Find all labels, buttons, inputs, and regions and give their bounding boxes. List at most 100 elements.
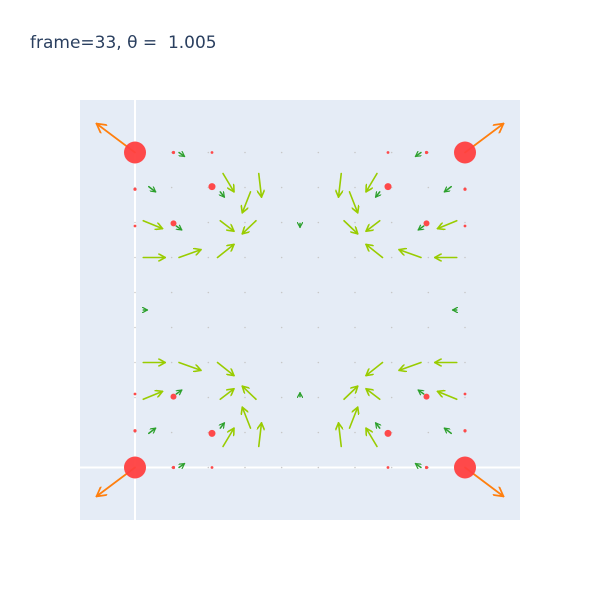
- plot-background: [80, 100, 520, 520]
- red-point: [171, 465, 176, 470]
- grid-dot: [134, 291, 136, 294]
- field-arrow: [142, 219, 162, 229]
- small-field-arrow: [220, 192, 224, 197]
- grid-dot: [244, 431, 246, 434]
- small-field-arrow: [444, 427, 452, 435]
- small-field-arrow: [416, 153, 422, 158]
- grid-dot: [317, 396, 320, 399]
- grid-dot: [170, 361, 173, 364]
- field-arrow: [216, 361, 235, 376]
- field-arrow: [222, 172, 234, 192]
- grid-dot: [244, 361, 246, 364]
- field-arrow: [216, 244, 235, 259]
- red-point: [171, 150, 176, 155]
- grid-dot: [354, 326, 356, 329]
- field-arrow: [242, 407, 252, 429]
- red-point: [454, 141, 476, 164]
- red-point: [133, 429, 137, 433]
- grid-dot: [207, 256, 210, 259]
- grid-dot: [354, 291, 356, 294]
- grid-dot: [244, 221, 246, 224]
- red-point: [463, 187, 467, 191]
- red-point: [463, 392, 467, 396]
- small-field-arrow: [418, 389, 425, 394]
- grid-dot: [244, 151, 246, 154]
- field-arrow: [222, 428, 234, 448]
- points-layer: [124, 141, 476, 479]
- grid-dot: [280, 326, 283, 329]
- grid-dot: [390, 396, 393, 399]
- grid-dot: [207, 221, 210, 224]
- grid-dot: [280, 396, 283, 399]
- small-field-arrow: [418, 226, 425, 231]
- small-field-arrow: [178, 153, 185, 158]
- grid-dot: [280, 256, 283, 259]
- field-arrow: [259, 172, 262, 198]
- field-arrow: [366, 219, 381, 232]
- red-point: [424, 150, 429, 155]
- red-point: [423, 220, 430, 227]
- red-point: [124, 141, 146, 164]
- field-arrow: [399, 361, 422, 371]
- grid-dot: [244, 326, 246, 329]
- red-point: [124, 456, 146, 479]
- field-arrow: [219, 389, 234, 401]
- grid-dot: [134, 256, 136, 259]
- field-arrow: [348, 191, 358, 213]
- grid-dot: [464, 361, 466, 364]
- grid-dot: [207, 361, 210, 364]
- red-point: [208, 429, 216, 437]
- grid-dot: [354, 466, 356, 469]
- grid-dot: [464, 256, 466, 259]
- grid-dot: [134, 221, 136, 224]
- grid-dot: [207, 151, 210, 154]
- field-arrow: [259, 423, 262, 448]
- grid-dot: [427, 431, 430, 434]
- field-arrow: [142, 391, 162, 401]
- small-field-arrow: [175, 226, 182, 231]
- arrows-layer: [97, 124, 504, 497]
- field-arrow: [242, 219, 257, 234]
- field-arrow: [178, 361, 201, 371]
- field-arrow: [438, 391, 458, 401]
- grid-dot: [170, 291, 173, 294]
- zero-lines: [80, 100, 520, 520]
- field-arrow: [366, 428, 378, 448]
- grid-dot: [317, 361, 320, 364]
- grid-dot: [464, 326, 466, 329]
- grid-dot: [464, 221, 466, 224]
- grid-dot: [244, 291, 246, 294]
- grid-dot: [354, 221, 356, 224]
- grid-dot: [354, 186, 356, 189]
- grid-dot: [427, 361, 430, 364]
- field-arrow: [366, 172, 378, 192]
- red-point: [463, 224, 467, 228]
- small-field-arrow: [416, 462, 422, 468]
- grid-dot: [317, 151, 320, 154]
- small-field-arrow: [148, 185, 156, 193]
- red-point: [133, 224, 137, 228]
- red-point: [210, 466, 214, 469]
- small-field-arrow: [220, 423, 224, 428]
- grid-dot: [280, 466, 283, 469]
- grid-dot: [317, 326, 320, 329]
- field-arrow: [399, 250, 422, 259]
- grid-dot: [464, 291, 466, 294]
- grid-dot: [207, 291, 210, 294]
- grid-dot: [280, 291, 283, 294]
- grid-dot: [390, 221, 393, 224]
- grid-dot: [354, 256, 356, 259]
- field-arrow: [343, 386, 358, 401]
- grid-dot: [134, 361, 136, 364]
- red-point: [210, 151, 214, 154]
- red-point: [170, 220, 177, 227]
- grid-dot: [390, 326, 393, 329]
- grid-dot: [134, 396, 136, 399]
- grid-dot: [134, 326, 136, 329]
- field-arrow: [242, 191, 252, 213]
- grid-dot: [390, 151, 393, 154]
- grid-dot: [317, 186, 320, 189]
- grid-dot: [244, 256, 246, 259]
- grid-dot: [280, 361, 283, 364]
